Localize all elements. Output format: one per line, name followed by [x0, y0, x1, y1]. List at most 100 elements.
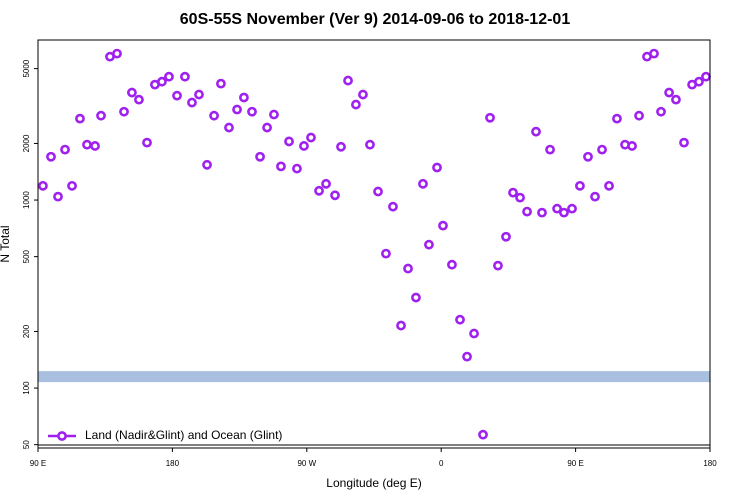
point: [119, 106, 129, 117]
point: [411, 292, 421, 303]
y-axis-label: N Total: [0, 225, 12, 262]
point: [330, 190, 340, 201]
y-tick-label: 100: [22, 381, 31, 395]
point: [255, 151, 265, 162]
legend-label: Land (Nadir&Glint) and Ocean (Glint): [85, 428, 282, 442]
point: [396, 320, 406, 331]
point: [545, 144, 555, 155]
point: [552, 203, 562, 214]
y-tick-label: 50: [22, 440, 31, 449]
point: [634, 110, 644, 121]
point: [515, 192, 525, 203]
point: [157, 76, 167, 87]
point: [597, 144, 607, 155]
plot-area: [38, 48, 711, 440]
point: [276, 161, 286, 172]
y-tick-label: 200: [22, 324, 31, 338]
point: [134, 94, 144, 105]
x-axis-label: Longitude (deg E): [326, 476, 421, 490]
point: [537, 207, 547, 218]
point: [46, 151, 56, 162]
point: [38, 180, 48, 191]
chart-title: 60S-55S November (Ver 9) 2014-09-06 to 2…: [180, 11, 571, 28]
point: [432, 162, 442, 173]
x-tick-label: 90 W: [297, 459, 316, 468]
point: [575, 180, 585, 191]
point: [403, 263, 413, 274]
point: [365, 139, 375, 150]
point: [567, 203, 577, 214]
x-tick-label: 0: [439, 459, 444, 468]
point: [455, 314, 465, 325]
point: [164, 71, 174, 82]
point: [90, 141, 100, 151]
x-tick-label: 90 E: [567, 459, 583, 468]
point: [679, 137, 689, 148]
point: [438, 220, 448, 231]
point: [627, 141, 637, 151]
point: [96, 110, 106, 121]
point: [262, 122, 272, 133]
point: [612, 113, 622, 124]
point: [522, 206, 532, 217]
point: [559, 207, 569, 218]
point: [142, 137, 152, 148]
point: [388, 201, 398, 212]
point: [671, 94, 681, 105]
point: [508, 187, 518, 198]
point: [701, 71, 711, 82]
y-tick-label: 2000: [22, 134, 31, 152]
point: [202, 159, 212, 170]
point: [112, 48, 122, 59]
plot-frame: [37, 39, 711, 449]
point: [531, 126, 541, 137]
point: [418, 178, 428, 189]
point: [478, 429, 488, 440]
point: [314, 185, 324, 196]
point: [180, 71, 190, 82]
point: [299, 141, 309, 151]
point: [209, 110, 219, 121]
point: [247, 106, 257, 117]
point: [172, 90, 182, 101]
y-tick-label: 5000: [22, 59, 31, 77]
point: [373, 186, 383, 197]
point: [694, 76, 704, 87]
point: [216, 78, 226, 89]
point: [53, 191, 63, 202]
point: [469, 328, 479, 339]
point: [127, 87, 137, 98]
y-tick-label: 1000: [22, 191, 31, 209]
point: [485, 112, 495, 123]
x-tick-label: 180: [166, 459, 180, 468]
point: [501, 231, 511, 242]
point: [292, 163, 302, 174]
point: [284, 136, 294, 147]
point: [60, 144, 70, 155]
point: [224, 122, 234, 133]
point: [656, 106, 666, 117]
point: [232, 104, 242, 115]
point: [493, 260, 503, 271]
point: [447, 259, 457, 270]
point: [321, 178, 331, 189]
point: [590, 191, 600, 202]
point: [239, 92, 249, 103]
point: [358, 89, 368, 100]
point: [82, 139, 92, 150]
point: [187, 97, 197, 108]
point: [664, 87, 674, 98]
point: [67, 180, 77, 191]
point: [269, 109, 279, 120]
point: [351, 99, 361, 110]
x-tick-label: 180: [703, 459, 717, 468]
point: [306, 132, 316, 143]
legend-marker: [57, 431, 67, 441]
point: [75, 113, 85, 124]
point: [194, 89, 204, 100]
point: [343, 75, 353, 86]
x-tick-label: 90 E: [30, 459, 46, 468]
point: [649, 48, 659, 59]
